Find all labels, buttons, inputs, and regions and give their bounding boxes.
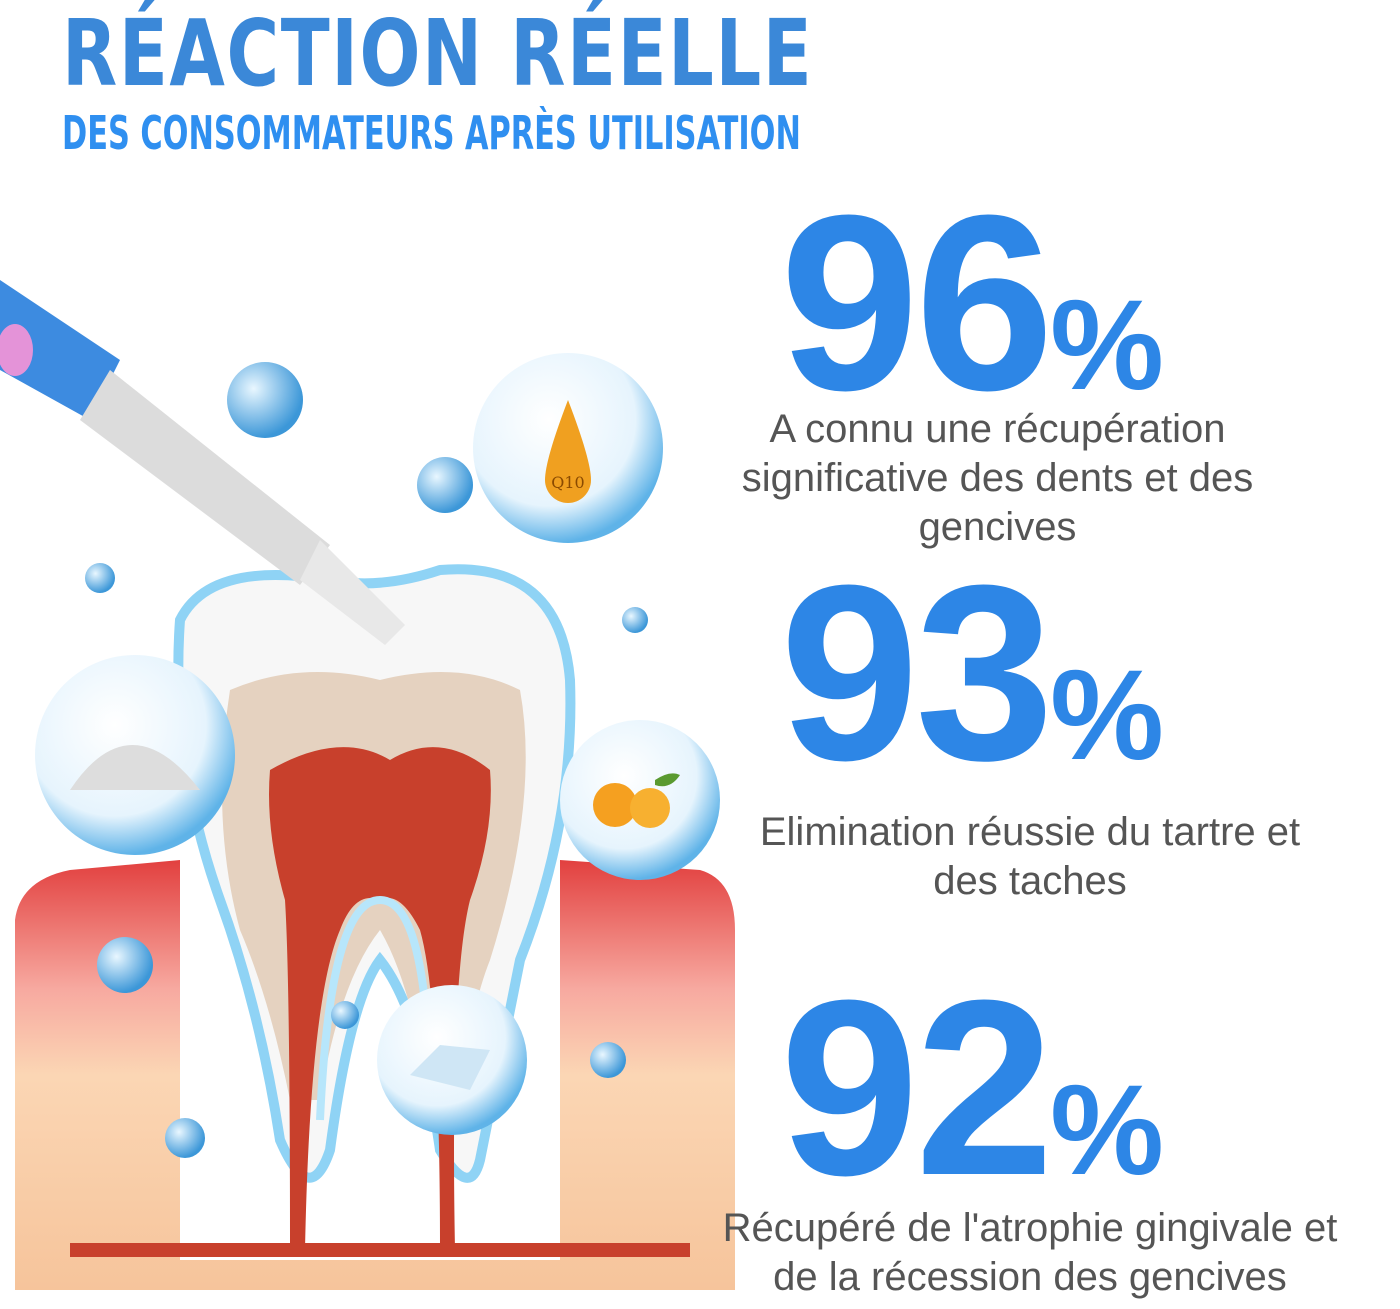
- bubble-orange: [560, 720, 720, 880]
- tooth-illustration: Q10: [0, 280, 735, 1290]
- drop-label: Q10: [551, 473, 584, 492]
- bubble-q10: Q10: [473, 353, 663, 543]
- stat-unit: %: [1050, 274, 1164, 417]
- small-bubbles: [85, 362, 648, 1158]
- stat-unit: %: [1050, 644, 1164, 787]
- tooth: [173, 564, 576, 1250]
- pen-applicator: [0, 280, 405, 645]
- stat-value: 96: [780, 163, 1054, 442]
- stat-unit: %: [1050, 1059, 1164, 1202]
- stat-value: 93: [780, 533, 1054, 812]
- stat-92: 92%: [780, 963, 1164, 1213]
- stat-93: 93%: [780, 548, 1164, 798]
- page-title: RÉACTION RÉELLE: [62, 0, 814, 107]
- gums: [15, 860, 735, 1290]
- stat-caption: Récupéré de l'atrophie gingivale et de l…: [722, 1206, 1338, 1299]
- stat-value: 92: [780, 948, 1054, 1227]
- page-subtitle: DES CONSOMMATEURS APRÈS UTILISATION: [62, 106, 801, 160]
- bubble-powder: [35, 655, 235, 855]
- bubble-crystal: [377, 985, 527, 1135]
- stat-96: 96%: [780, 178, 1164, 428]
- stat-caption: A connu une récupération significative d…: [741, 407, 1254, 549]
- stat-caption: Elimination réussie du tartre et des tac…: [759, 810, 1301, 903]
